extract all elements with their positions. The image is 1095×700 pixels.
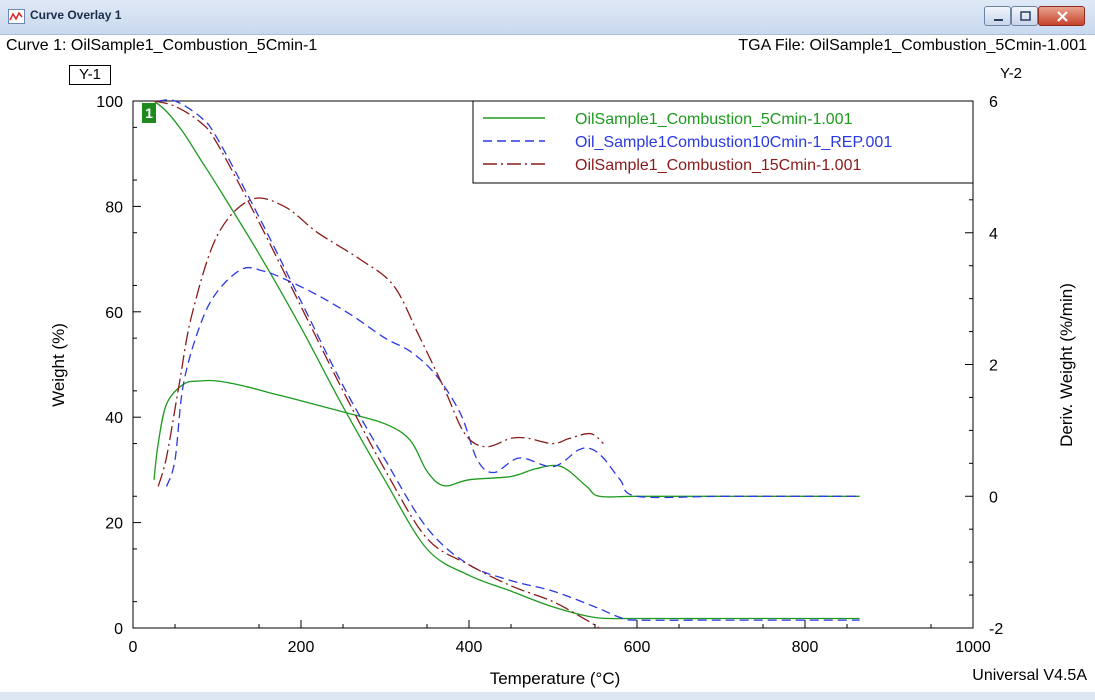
weight-curve xyxy=(153,100,600,629)
version-label: Universal V4.5A xyxy=(972,667,1087,684)
y2-tick-label: 6 xyxy=(989,94,998,111)
x-tick-label: 200 xyxy=(288,639,315,656)
legend-entry: Oil_Sample1Combustion10Cmin-1_REP.001 xyxy=(575,134,892,151)
derivative-curve xyxy=(153,379,860,498)
x-axis-label: Temperature (°C) xyxy=(490,669,621,688)
x-tick-label: 600 xyxy=(624,639,651,656)
y2-axis-tag: Y-2 xyxy=(1000,65,1022,82)
maximize-button[interactable] xyxy=(1011,6,1038,26)
y-tick-label: 100 xyxy=(96,94,123,111)
y-tick-label: 0 xyxy=(114,621,123,638)
maximize-icon xyxy=(1020,11,1031,21)
close-icon xyxy=(1057,11,1068,22)
chart-window-icon xyxy=(8,9,25,24)
minimize-icon xyxy=(994,19,1003,21)
weight-curve xyxy=(153,100,860,620)
curve-label: Curve 1: OilSample1_Combustion_5Cmin-1 xyxy=(6,37,318,54)
y2-axis-label: Deriv. Weight (%/min) xyxy=(1057,283,1076,447)
curve-marker-text: 1 xyxy=(145,105,153,121)
y2-tick-label: -2 xyxy=(989,621,1003,638)
y-axis-label: Weight (%) xyxy=(49,323,68,407)
legend-box xyxy=(472,100,974,184)
derivative-curve xyxy=(165,266,860,499)
curve-marker: 1 xyxy=(142,103,156,123)
legend-entry: OilSample1_Combustion_15Cmin-1.001 xyxy=(575,157,861,174)
y2-tick-label: 2 xyxy=(989,358,998,375)
x-tick-label: 0 xyxy=(129,639,138,656)
y-tick-label: 20 xyxy=(105,516,123,533)
close-button[interactable] xyxy=(1038,6,1085,26)
file-label: TGA File: OilSample1_Combustion_5Cmin-1.… xyxy=(738,37,1087,54)
window-titlebar: Curve Overlay 1 xyxy=(0,0,1095,35)
y-tick-label: 80 xyxy=(105,199,123,216)
window-title: Curve Overlay 1 xyxy=(30,8,122,22)
x-tick-label: 400 xyxy=(456,639,483,656)
y2-tick-label: 4 xyxy=(989,226,998,243)
y1-axis-tag[interactable]: Y-1 xyxy=(69,65,111,85)
window-bottom-bar xyxy=(0,692,1095,700)
y-tick-label: 40 xyxy=(105,410,123,427)
weight-curve xyxy=(158,99,860,621)
x-tick-label: 1000 xyxy=(955,639,991,656)
y2-tick-label: 0 xyxy=(989,489,998,506)
y-tick-label: 60 xyxy=(105,305,123,322)
derivative-curve xyxy=(157,197,604,487)
x-tick-label: 800 xyxy=(792,639,819,656)
minimize-button[interactable] xyxy=(984,6,1011,26)
legend-entry: OilSample1_Combustion_5Cmin-1.001 xyxy=(575,111,853,128)
